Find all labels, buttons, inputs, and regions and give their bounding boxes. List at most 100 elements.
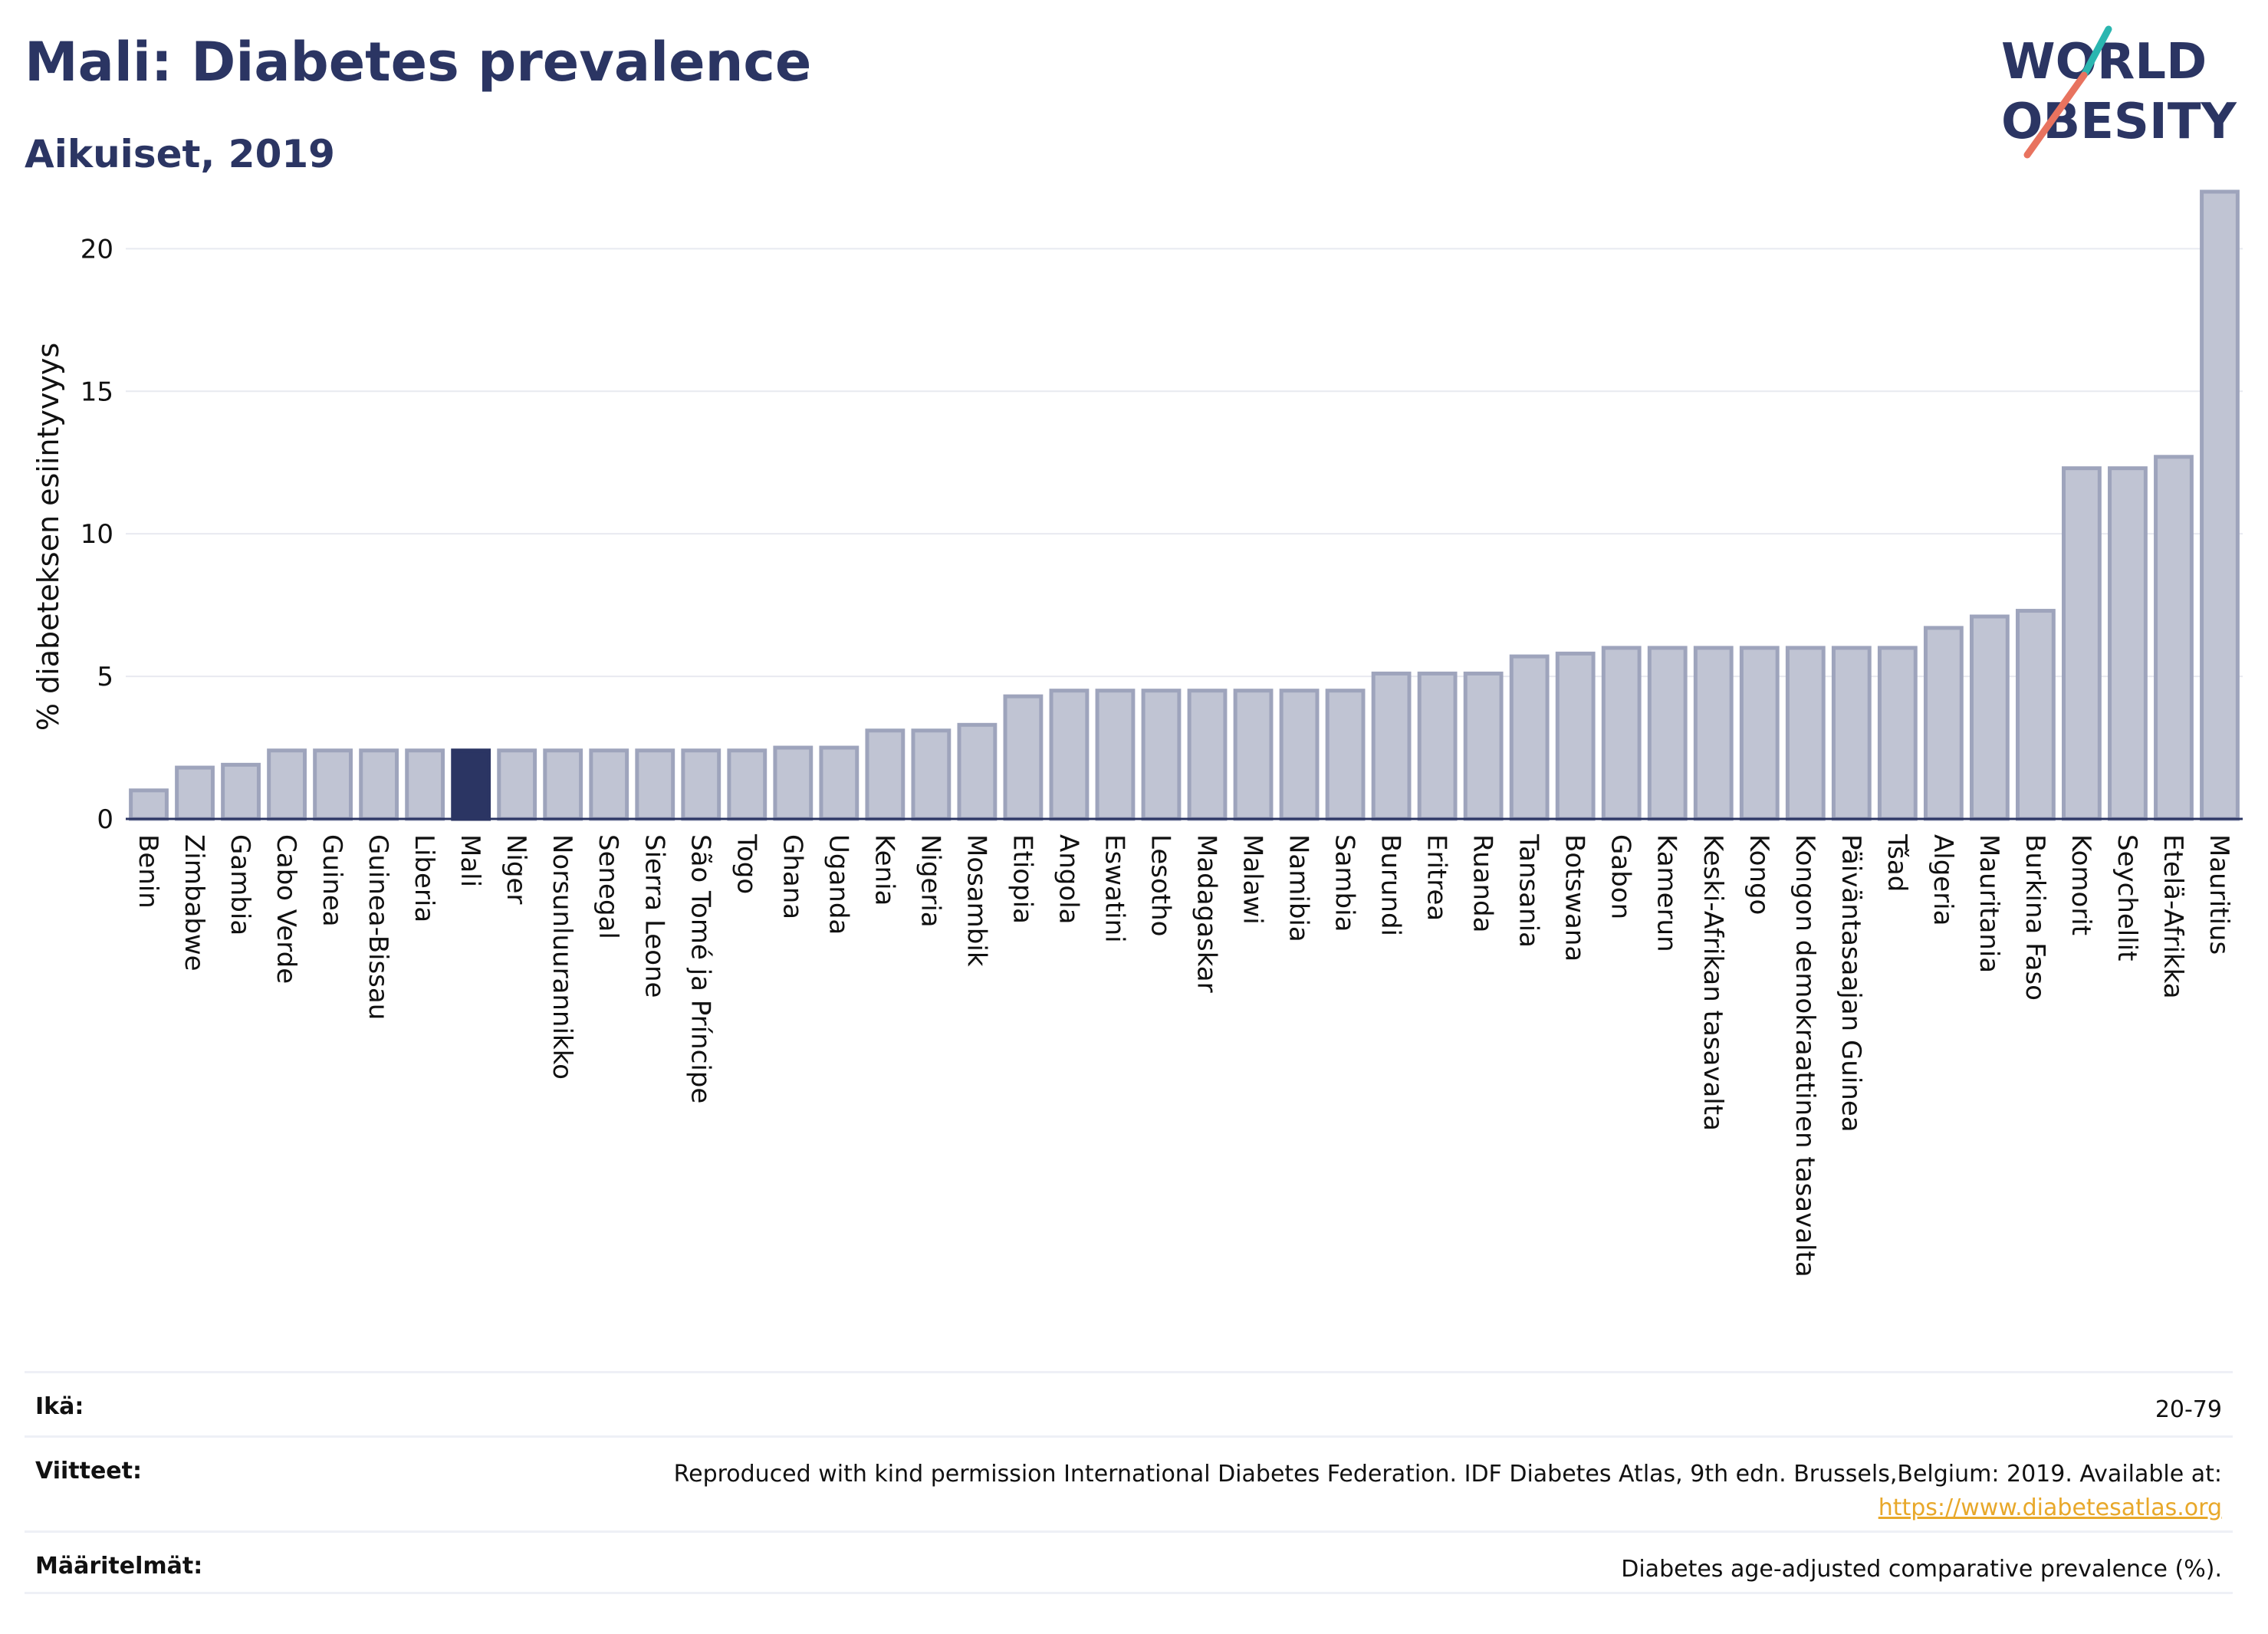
bar-komorit [2062, 466, 2102, 821]
x-tick-label: Päiväntasaajan Guinea [1836, 834, 1866, 1133]
x-tick-label: Madagaskar [1192, 834, 1222, 993]
bars [129, 189, 2240, 821]
x-tick-label: Mosambik [961, 834, 991, 967]
age-label: Ikä: [35, 1393, 84, 1420]
x-tick-label: Guinea-Bissau [363, 834, 393, 1020]
x-tick-label: Benin [133, 834, 163, 909]
axes: 0 5 10 15 20 Benin Zimbabwe Gambia Cabo Verde Gui… [81, 234, 2243, 1277]
y-tick-label: 20 [81, 234, 113, 265]
bar-algeria [1923, 626, 1964, 821]
x-tick-label: Kamerun [1652, 834, 1682, 952]
x-tick-label: Uganda [823, 834, 853, 935]
x-tick-label: Tansania [1514, 833, 1544, 948]
x-tick-label: Guinea [317, 834, 347, 927]
bar-angola [1049, 689, 1090, 821]
bar-burkina-faso [2015, 609, 2056, 821]
bar-etiopia [1003, 694, 1044, 821]
world-obesity-logo: WORLD OBESITY [2001, 25, 2237, 159]
bar-togo [727, 748, 768, 821]
x-tick-label: Algeria [1928, 834, 1958, 925]
bar-madagaskar [1187, 689, 1228, 821]
bar-keski-afrikan-tasavalta [1693, 646, 1734, 821]
x-tick-label: Keski-Afrikan tasavalta [1698, 834, 1728, 1131]
x-tick-label: Zimbabwe [179, 834, 209, 972]
x-tick-label: Angola [1053, 834, 1083, 924]
y-tick-label: 15 [81, 376, 113, 407]
bar-malawi [1233, 689, 1274, 821]
bar-s-o-tom-ja-pr-ncipe [681, 748, 721, 821]
x-tick-label: Togo [731, 833, 761, 894]
bar-mosambik [957, 722, 998, 821]
x-tick-label: Cabo Verde [271, 834, 301, 984]
bar-eswatini [1095, 689, 1136, 821]
definitions-row: Määritelmät: Diabetes age-adjusted compa… [25, 1530, 2233, 1594]
x-tick-label: Ghana [777, 834, 807, 919]
y-tick-label: 0 [97, 804, 113, 835]
bar-p-iv-ntasaajan-guinea [1831, 646, 1872, 821]
x-tick-label: Mauritania [1974, 834, 2004, 973]
definitions-label: Määritelmät: [35, 1553, 203, 1580]
references-label: Viitteet: [35, 1458, 142, 1484]
x-tick-label: Sambia [1330, 834, 1360, 932]
age-value: 20-79 [2155, 1396, 2222, 1423]
bar-eritrea [1417, 671, 1458, 821]
x-tick-label: Kongo [1744, 834, 1774, 915]
x-tick-label: Liberia [409, 834, 439, 922]
x-tick-label: Etiopia [1007, 834, 1037, 924]
x-tick-label: Kongon demokraattinen tasavalta [1790, 834, 1820, 1277]
bar-mauritania [1969, 614, 2010, 821]
footer-divider [25, 1592, 2233, 1594]
y-axis-label: % diabeteksen esiintyvyys [31, 343, 65, 731]
logo-teal-slash [2080, 25, 2112, 79]
x-tick-label: Sierra Leone [639, 834, 669, 998]
bar-benin [129, 788, 169, 821]
bar-guinea-bissau [359, 748, 399, 821]
x-tick-label: Komorit [2066, 834, 2096, 935]
bar-kongon-demokraattinen-tasavalta [1785, 646, 1826, 821]
x-tick-label: Burundi [1376, 834, 1406, 936]
age-row: Ikä: 20-79 [25, 1371, 2233, 1438]
bar-norsunluurannikko [543, 748, 583, 821]
bar-tansania [1509, 654, 1550, 821]
bar-mauritius [2200, 189, 2240, 821]
x-tick-label: Seychellit [2112, 834, 2142, 961]
bar-chart: 0 5 10 15 20 Benin Zimbabwe Gambia Cabo Verde Gui… [31, 189, 2243, 1277]
bar-botswana [1555, 651, 1596, 821]
bar-sambia [1325, 689, 1366, 821]
references-link[interactable]: https://www.diabetesatlas.org [1878, 1494, 2222, 1521]
x-tick-label: Burkina Faso [2020, 834, 2050, 1001]
logo-coral-slash [2023, 71, 2088, 159]
x-tick-label: Senegal [593, 834, 623, 939]
bar-zimbabwe [175, 765, 215, 821]
bar-namibia [1279, 689, 1320, 821]
x-tick-label: Gabon [1606, 834, 1636, 919]
x-tick-label: Norsunluurannikko [547, 834, 577, 1080]
y-tick-label: 10 [81, 519, 113, 550]
references-row: Viitteet: Reproduced with kind permissio… [25, 1435, 2233, 1533]
x-tick-label: Mali [455, 834, 485, 887]
chart-subtitle: Aikuiset, 2019 [25, 132, 335, 176]
x-tick-label: Gambia [225, 834, 255, 935]
bar-liberia [405, 748, 445, 821]
x-tick-label: Tšad [1882, 833, 1912, 892]
x-tick-label: Namibia [1284, 834, 1314, 942]
bar-uganda [819, 745, 860, 821]
bar-mali [451, 748, 491, 821]
x-tick-label: Eritrea [1422, 834, 1452, 921]
x-tick-label: São Tomé ja Príncipe [685, 834, 715, 1103]
bar-ruanda [1463, 671, 1504, 821]
bar-gambia [221, 762, 261, 821]
bar-seychellit [2108, 466, 2148, 821]
references-value: Reproduced with kind permission Internat… [674, 1458, 2222, 1525]
bar-sierra-leone [635, 748, 675, 821]
bar-t-ad [1877, 646, 1918, 821]
references-text: Reproduced with kind permission Internat… [673, 1461, 2222, 1488]
bar-lesotho [1141, 689, 1182, 821]
grid-lines [126, 248, 2243, 678]
bar-nigeria [911, 728, 952, 821]
x-tick-label: Eswatini [1099, 834, 1129, 943]
bar-guinea [313, 748, 353, 821]
bar-kenia [865, 728, 906, 821]
x-tick-label: Botswana [1560, 834, 1590, 962]
x-tick-label: Ruanda [1468, 834, 1498, 932]
